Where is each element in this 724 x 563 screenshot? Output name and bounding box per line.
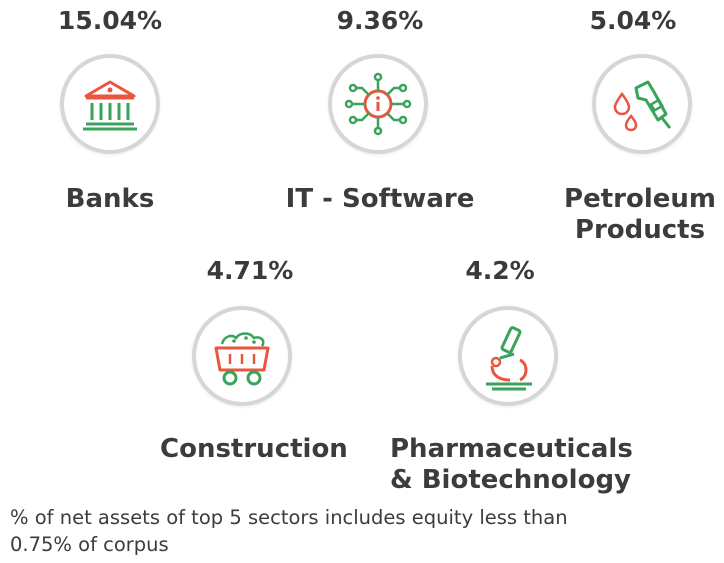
icon-circle [458,306,558,406]
circuit-chip-icon [344,72,412,136]
sector-name: Banks [65,184,155,214]
sector-pharmaceuticals-biotechnology: 4.2% Pharmaceuticals & Biotechnology [390,250,633,500]
sector-percent: 9.36% [336,6,424,35]
sector-percent: 15.04% [57,6,163,35]
sector-it-software: 9.36% IT - Software [280,0,480,230]
sector-percent: 5.04% [589,6,677,35]
sector-percent: 4.2% [465,256,535,285]
icon-circle [592,54,692,154]
sector-name-line2: Products [574,215,706,245]
sector-name: Construction [160,434,348,464]
sector-name-line1: Pharmaceuticals [390,434,633,464]
fuel-nozzle-icon [613,80,672,132]
footnote: % of net assets of top 5 sectors include… [10,504,710,558]
footnote-line1: % of net assets of top 5 sectors include… [10,506,568,529]
icon-circle [192,306,292,406]
microscope-icon [486,326,532,391]
icon-circle [60,54,160,154]
sector-percent: 4.71% [206,256,294,285]
mining-cart-icon [214,332,270,386]
sector-name: IT - Software [285,184,475,214]
sector-petroleum-products: 5.04% Petroleum Products [560,0,720,250]
sector-name-line1: Petroleum [564,184,716,214]
bank-building-icon [83,80,137,131]
sector-name-line2: & Biotechnology [390,465,632,495]
icon-circle [328,54,428,154]
footnote-line2: 0.75% of corpus [10,533,169,556]
sector-construction: 4.71% Construction [160,250,348,480]
sector-banks: 15.04% Banks [40,0,180,230]
